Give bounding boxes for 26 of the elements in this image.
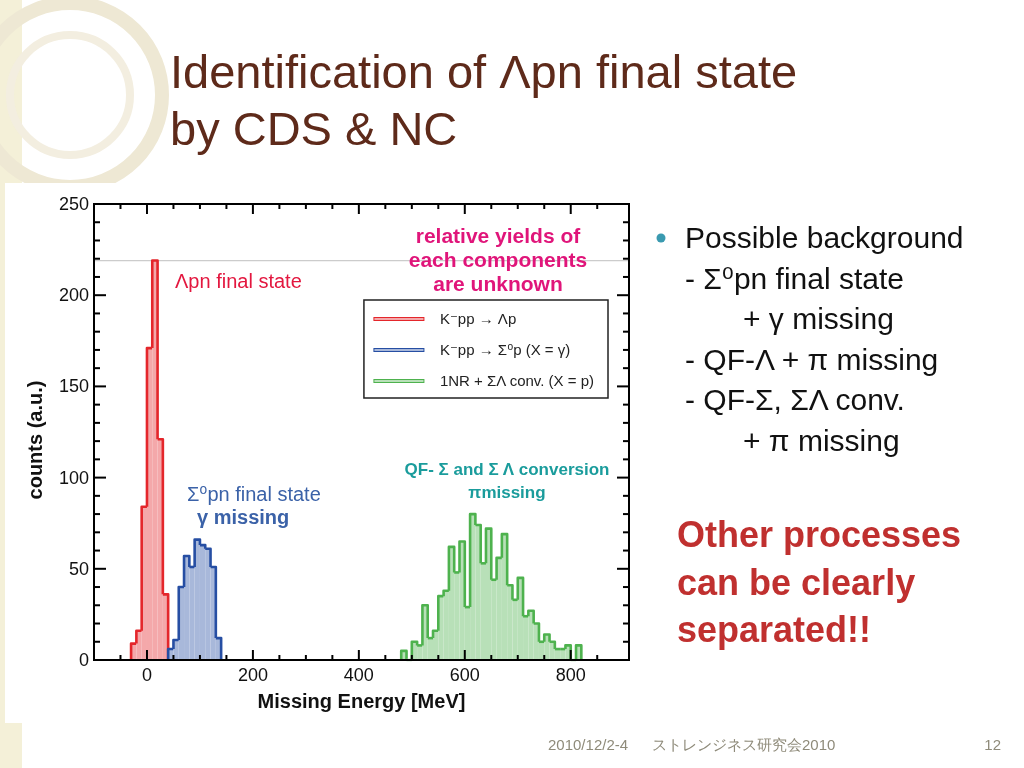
y-tick-label: 200	[58, 285, 89, 306]
x-tick-label: 600	[449, 665, 480, 685]
x-tick-label: 800	[555, 665, 586, 685]
annotation: QF- Σ and Σ Λ conversion πmissing	[404, 460, 610, 502]
text: 12	[984, 736, 1001, 753]
text: 2010/12/2-4	[548, 736, 629, 753]
y-tick-label: 50	[68, 558, 89, 579]
x-tick-label: 200	[237, 665, 268, 685]
annotation: relative yields of each components are unknown	[408, 224, 588, 295]
legend-label: K⁻pp → Σ⁰p (X = γ)	[439, 341, 571, 358]
y-tick-label: 0	[78, 650, 89, 670]
text: Possible background - Σ⁰pn final state + γ missing - QF-Λ + π missing - QF-Σ, ΣΛ conv. + π missing	[685, 221, 964, 457]
annotation: Σ⁰pn final state γ missing	[187, 483, 321, 528]
chart-title: Identification of Λpn final state by CDS & NC	[170, 45, 798, 155]
x-tick-label: 0	[141, 665, 152, 685]
legend-label: K⁻pp → Λp	[439, 310, 517, 327]
y-axis-title: counts (a.u.)	[24, 380, 46, 500]
y-tick-label: 250	[58, 194, 89, 214]
text: ストレンジネス研究会2010	[652, 736, 836, 753]
y-tick-label: 100	[58, 467, 89, 488]
annotation: Λpn final state	[175, 270, 302, 292]
x-axis-title: Missing Energy [MeV]	[257, 690, 466, 712]
legend-label: 1NR + ΣΛ conv. (X = p)	[439, 372, 594, 389]
text: Other processes can be clearly separated!!	[677, 514, 962, 650]
y-tick-label: 150	[58, 376, 89, 397]
x-tick-label: 400	[343, 665, 374, 685]
